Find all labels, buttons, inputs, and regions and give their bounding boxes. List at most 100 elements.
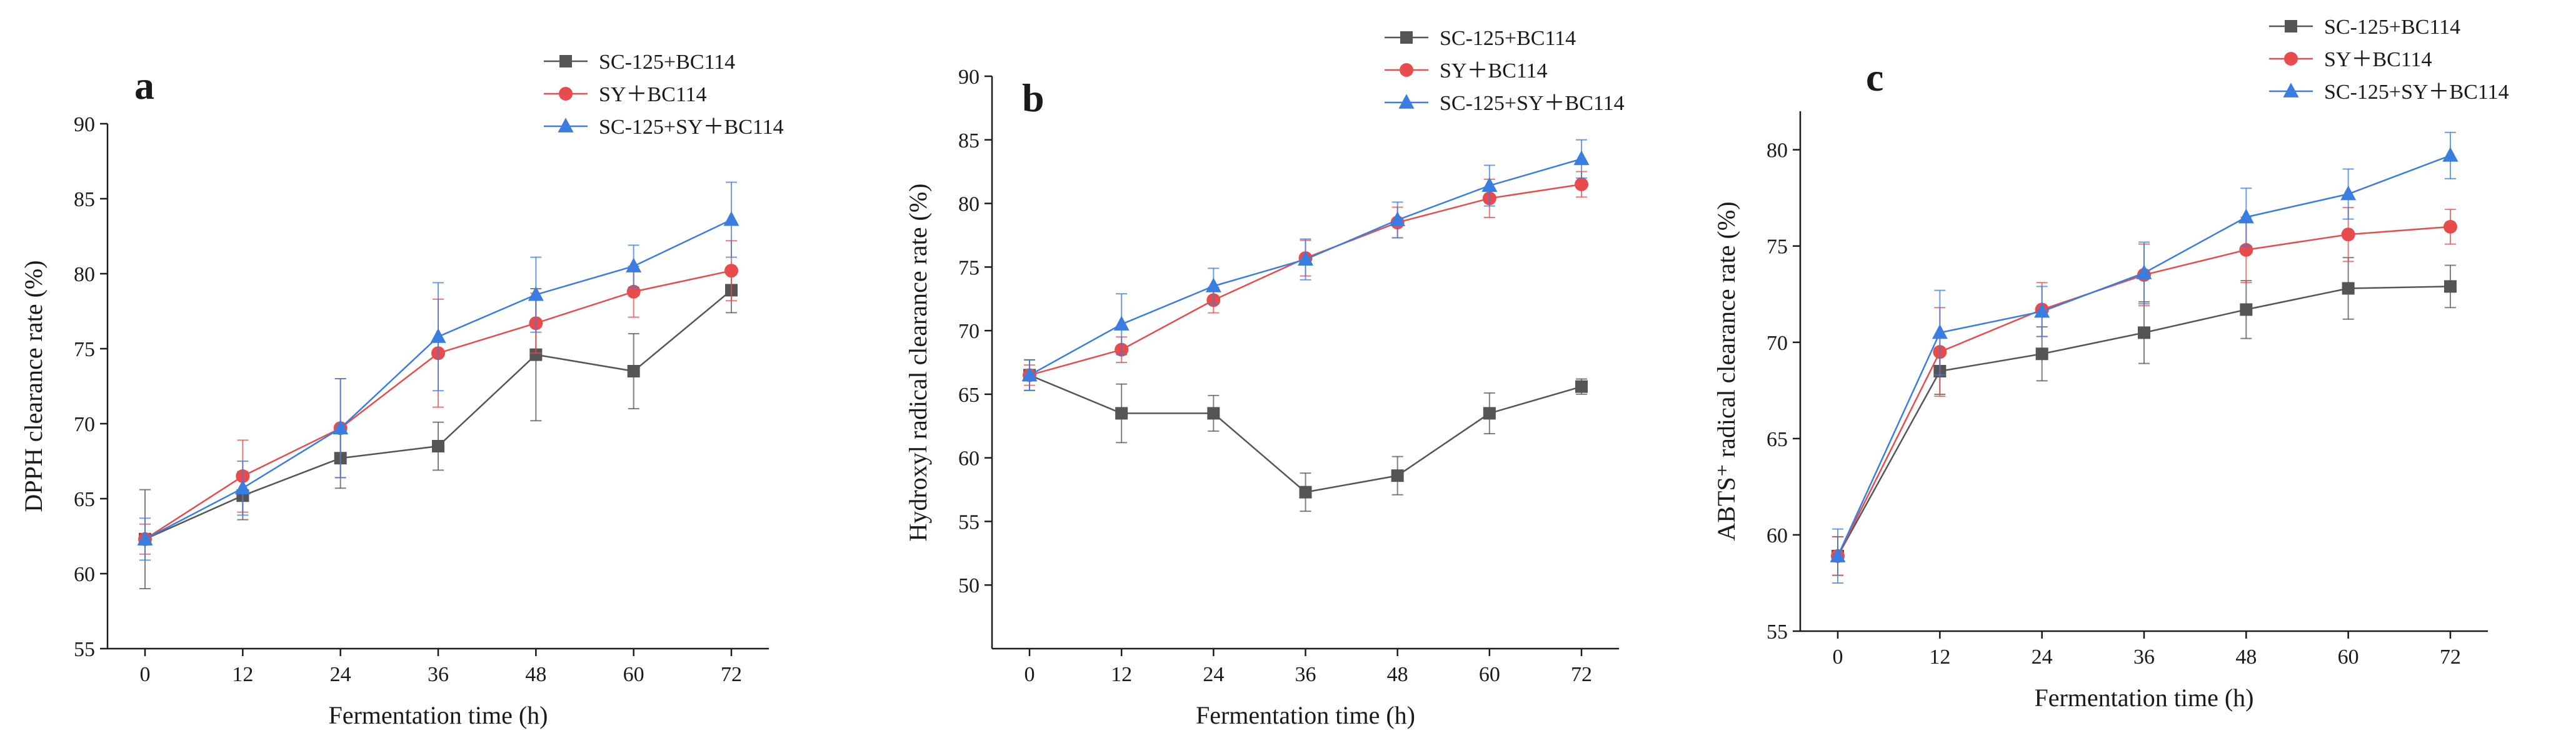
legend: SC-125+BC114 SY＋BC114 SC-125+SY＋BC114 [2269, 16, 2509, 104]
y-tick-label: 80 [958, 193, 980, 216]
legend-label: SY＋BC114 [1440, 59, 1548, 82]
data-point [626, 257, 642, 272]
legend-marker [2283, 82, 2299, 97]
data-point [724, 264, 738, 278]
data-point [626, 284, 641, 299]
x-tick-label: 60 [1479, 663, 1500, 686]
legend-marker [2285, 20, 2297, 32]
legend: SC-125+BC114 SY＋BC114 SC-125+SY＋BC114 [544, 51, 784, 139]
y-axis-label: DPPH clearance rate (%) [19, 260, 48, 512]
x-axis-label: Fermentation time (h) [2034, 684, 2253, 712]
y-tick-label: 70 [74, 413, 95, 436]
legend-label: SC-125+SY＋BC114 [2324, 81, 2509, 104]
panel-label: c [1866, 55, 1883, 99]
data-point [2034, 302, 2050, 318]
data-point [1113, 316, 1130, 331]
data-point [2340, 185, 2357, 201]
x-tick-label: 12 [1111, 663, 1132, 686]
y-axis-label: Hydroxyl radical clearance rate (%) [904, 184, 932, 542]
data-point [1021, 366, 1038, 382]
data-point [2442, 147, 2458, 162]
y-tick-label: 70 [958, 320, 980, 343]
y-tick-label: 75 [74, 338, 95, 361]
data-point [2238, 208, 2254, 224]
data-point [1298, 251, 1313, 266]
y-tick-label: 55 [958, 511, 980, 534]
legend-label: SC-125+SY＋BC114 [1440, 92, 1625, 115]
y-tick-label: 80 [1767, 139, 1788, 162]
x-tick-label: 72 [1571, 663, 1592, 686]
x-tick-label: 36 [1295, 663, 1316, 686]
x-tick-label: 60 [2338, 646, 2359, 669]
data-point [1575, 380, 1588, 393]
y-tick-label: 65 [1767, 428, 1788, 451]
data-point [1573, 150, 1590, 166]
x-tick-label: 48 [1387, 663, 1408, 686]
chart-panel-a: 55 60 65 70 75 80 85 90 0 12 24 36 48 60 72 Fermentatio… [19, 51, 784, 729]
legend-label: SC-125+BC114 [599, 51, 735, 74]
x-tick-label: 72 [721, 663, 742, 686]
panel-label: a [134, 63, 154, 107]
x-tick-label: 72 [2440, 646, 2461, 669]
legend-label: SC-125+BC114 [1440, 27, 1576, 50]
x-tick-label: 24 [2032, 646, 2053, 669]
data-point [723, 211, 739, 226]
x-tick-label: 36 [2133, 646, 2155, 669]
legend-marker [2284, 52, 2298, 66]
data-point [2035, 347, 2048, 361]
data-point [529, 348, 543, 361]
legend-marker [1400, 31, 1413, 44]
x-tick-label: 0 [140, 663, 151, 686]
y-tick-label: 75 [1767, 236, 1788, 259]
data-point [430, 328, 446, 343]
legend: SC-125+BC114 SY＋BC114 SC-125+SY＋BC114 [1385, 27, 1625, 115]
data-point [234, 479, 251, 495]
data-point [1481, 177, 1498, 192]
panel-label: b [1022, 76, 1045, 120]
y-tick-label: 90 [74, 113, 95, 136]
data-point [2240, 303, 2253, 316]
x-tick-label: 0 [1025, 663, 1035, 686]
data-point [528, 286, 544, 301]
series-2 [1830, 131, 2458, 584]
y-tick-label: 55 [1767, 621, 1788, 644]
x-tick-label: 12 [1929, 646, 1950, 669]
x-tick-label: 0 [1833, 646, 1843, 669]
x-tick-label: 60 [623, 663, 644, 686]
data-point [1115, 407, 1128, 420]
data-point [1575, 177, 1588, 192]
x-tick-label: 48 [525, 663, 546, 686]
data-point [1299, 486, 1312, 499]
data-point [2342, 282, 2355, 295]
data-point [333, 419, 349, 435]
data-point [2341, 227, 2355, 242]
legend-marker [1398, 94, 1415, 109]
y-tick-label: 60 [1767, 524, 1788, 547]
data-point [137, 531, 153, 546]
x-axis-label: Fermentation time (h) [1196, 701, 1415, 729]
x-axis-label: Fermentation time (h) [328, 701, 548, 729]
series-2 [1021, 139, 1590, 391]
data-point [627, 365, 640, 377]
data-point [432, 440, 444, 452]
chart-panel-b: 50 55 60 65 70 75 80 85 90 0 12 24 36 48 60 72 Fermentat… [904, 27, 1625, 729]
data-point [1391, 469, 1404, 482]
data-point [1207, 407, 1220, 420]
legend-label: SC-125+SY＋BC114 [599, 116, 784, 139]
legend-marker [1400, 63, 1413, 77]
data-point [1390, 211, 1406, 226]
data-point [2138, 326, 2150, 339]
data-point [1830, 547, 1846, 562]
y-tick-label: 70 [1767, 332, 1788, 355]
legend-marker [558, 117, 574, 132]
legend-label: SC-125+BC114 [2324, 16, 2460, 39]
y-tick-label: 55 [74, 638, 95, 661]
x-tick-label: 24 [330, 663, 351, 686]
y-tick-label: 65 [74, 488, 95, 511]
y-axis-label: ABTS⁺ radical clearance rate (%) [1712, 201, 1740, 541]
y-tick-label: 90 [958, 66, 980, 89]
data-point [1205, 277, 1221, 292]
legend-label: SY＋BC114 [599, 83, 707, 106]
y-tick-label: 80 [74, 263, 95, 286]
